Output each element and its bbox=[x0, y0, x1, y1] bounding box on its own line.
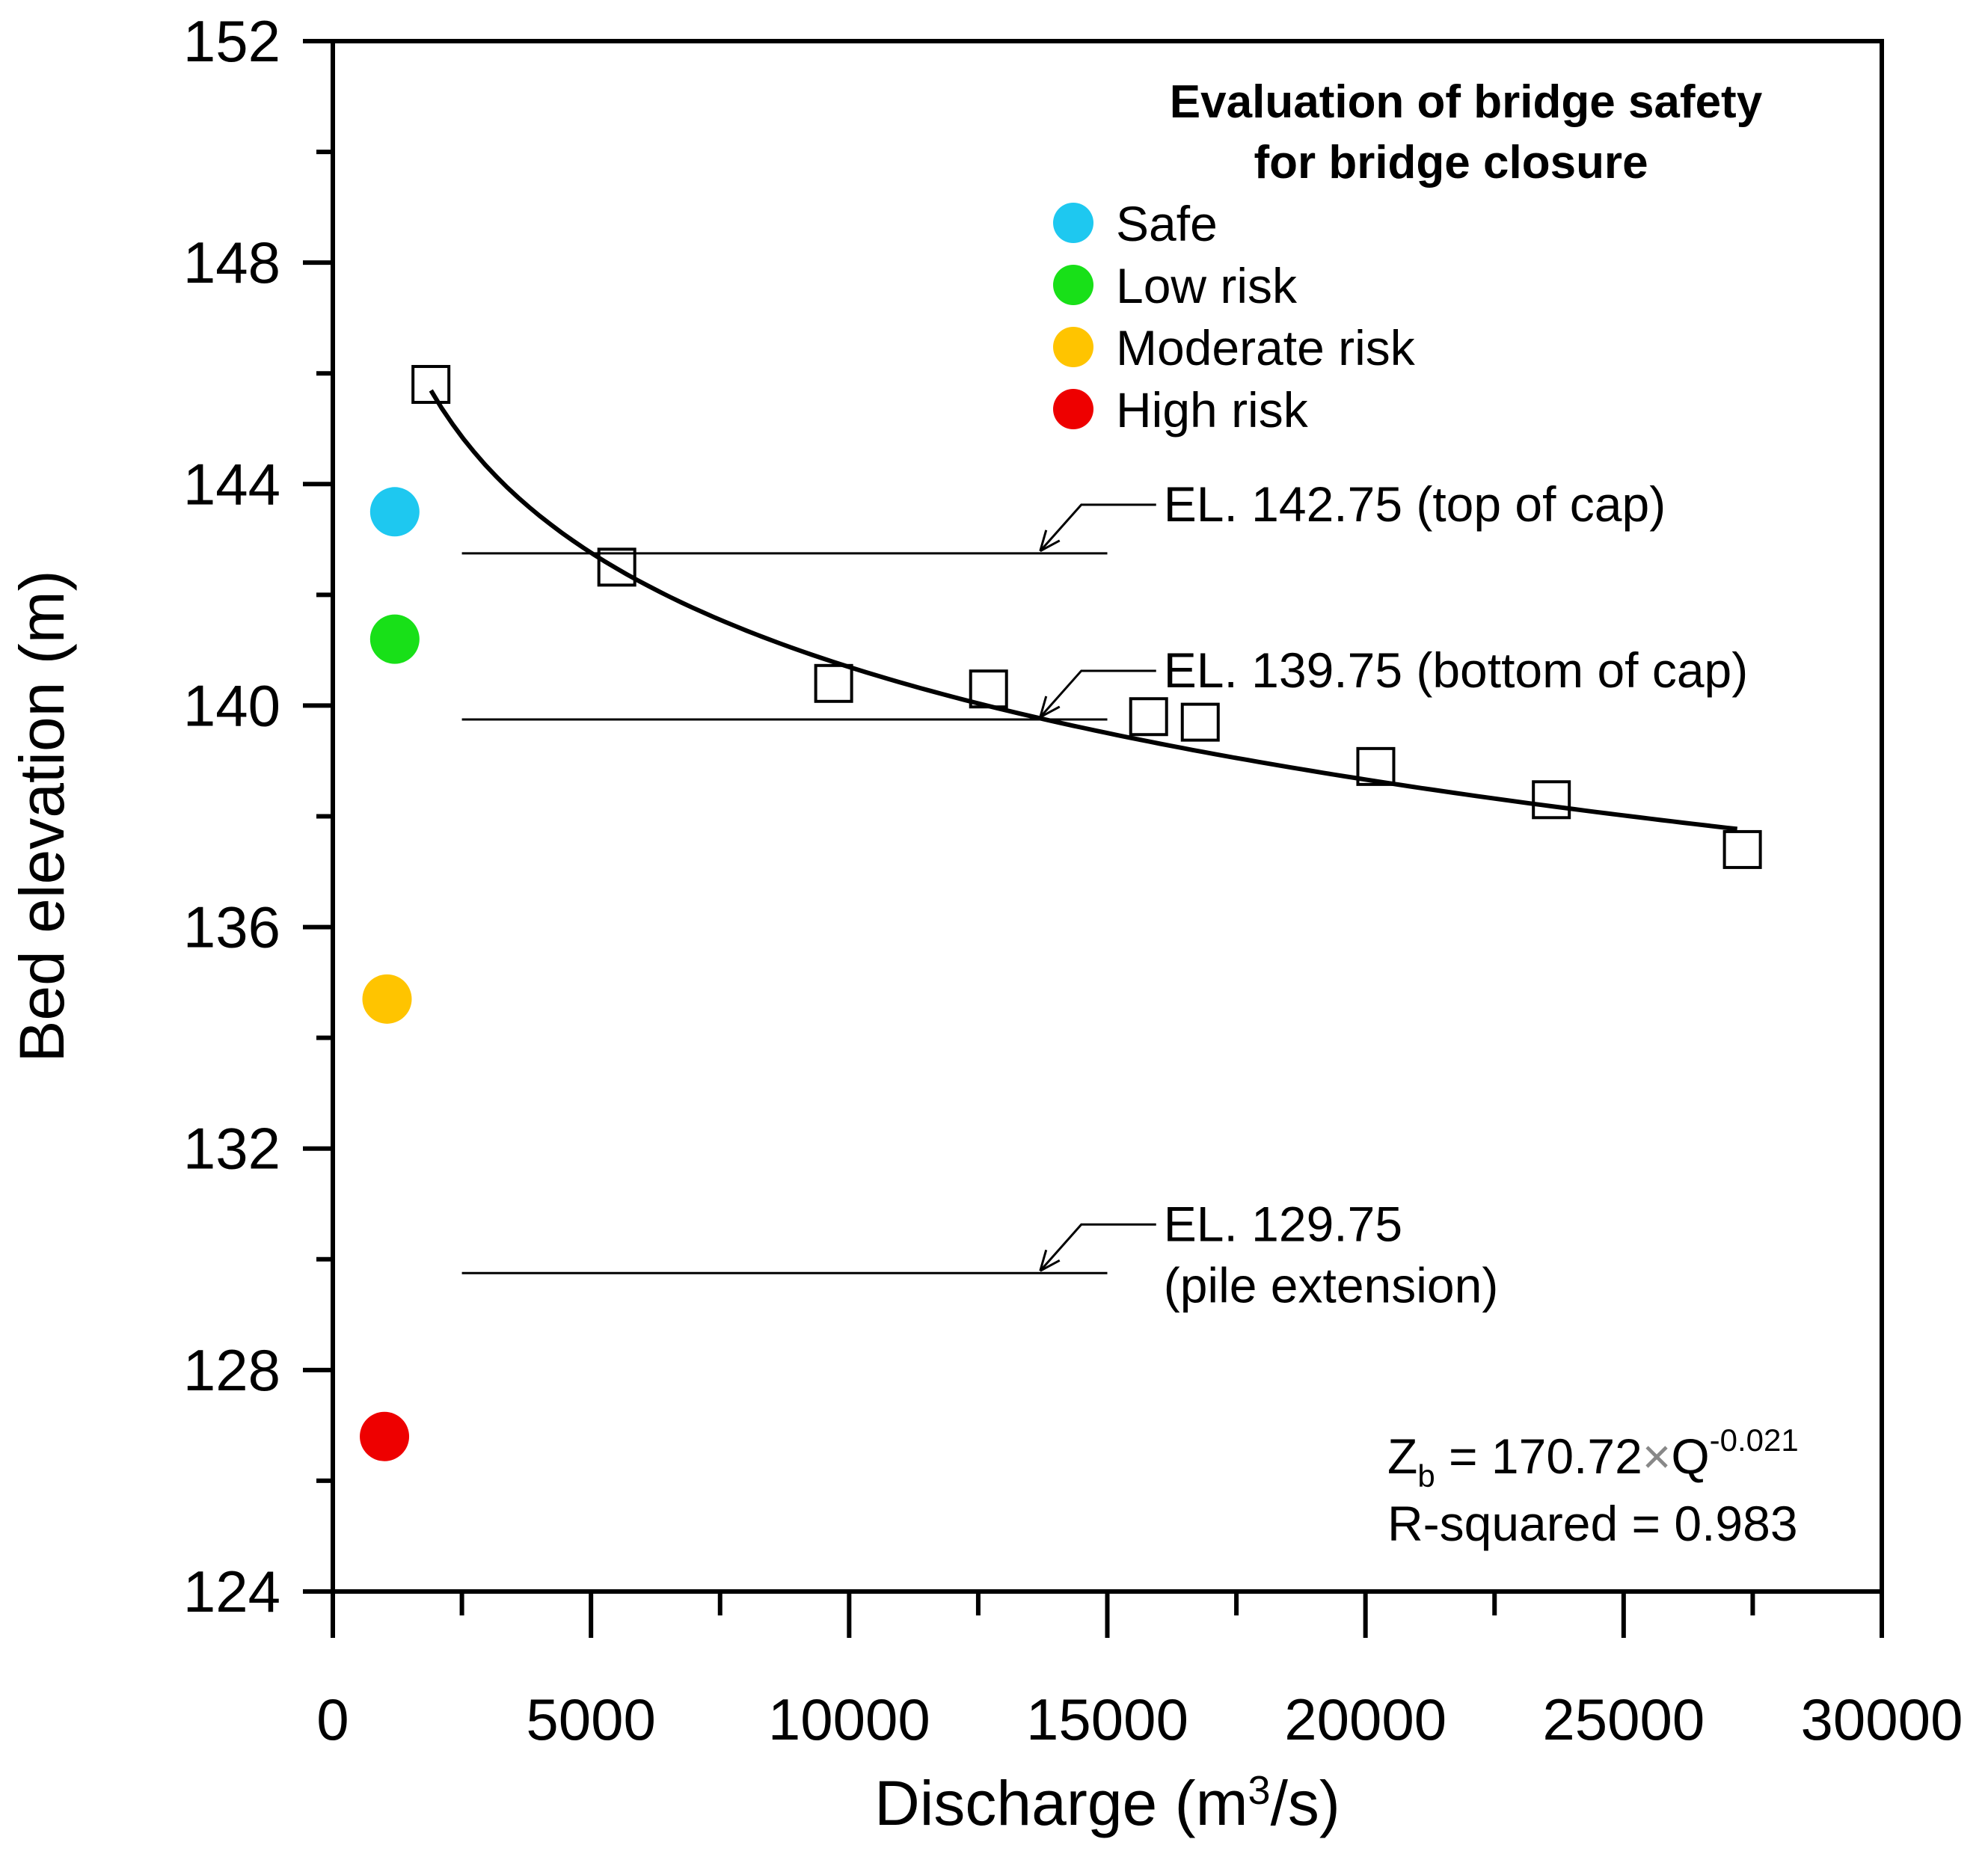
legend-title: Evaluation of bridge safety bbox=[1170, 76, 1763, 128]
data-point bbox=[1180, 702, 1220, 742]
data-point bbox=[597, 547, 636, 587]
x-tick-label: 10000 bbox=[768, 1686, 930, 1752]
data-point bbox=[1722, 829, 1762, 869]
y-tick-label: 148 bbox=[183, 230, 280, 295]
legend-title: for bridge closure bbox=[1254, 137, 1648, 188]
legend-label: High risk bbox=[1116, 382, 1309, 438]
legend-swatch bbox=[1053, 327, 1093, 367]
y-tick-label: 136 bbox=[183, 894, 280, 960]
reference-arrowhead bbox=[1039, 696, 1061, 719]
legend-swatch bbox=[1053, 389, 1093, 429]
reference-leader bbox=[1039, 1223, 1156, 1272]
reference-label: EL. 129.75 bbox=[1164, 1196, 1402, 1251]
legend-label: Moderate risk bbox=[1116, 320, 1416, 375]
x-tick-label: 15000 bbox=[1026, 1686, 1188, 1752]
legend-label: Low risk bbox=[1116, 258, 1298, 313]
data-point bbox=[1129, 697, 1168, 737]
y-tick-label: 140 bbox=[183, 672, 280, 738]
r-squared-label: R-squared = 0.983 bbox=[1387, 1496, 1798, 1551]
data-layer bbox=[360, 365, 1762, 1461]
y-tick-label: 144 bbox=[183, 451, 280, 517]
reference-arrowhead bbox=[1039, 1249, 1061, 1272]
fit-curve bbox=[429, 389, 1738, 832]
risk-marker-low-risk bbox=[369, 614, 420, 664]
legend-swatch bbox=[1053, 265, 1093, 305]
y-tick-label: 132 bbox=[183, 1116, 280, 1182]
legend-swatch bbox=[1053, 203, 1093, 243]
reference-leader bbox=[1039, 669, 1156, 718]
x-axis-title: Discharge (m3/s) bbox=[874, 1768, 1340, 1838]
x-tick-label: 20000 bbox=[1284, 1686, 1446, 1752]
data-point bbox=[969, 669, 1008, 709]
data-point bbox=[1532, 780, 1571, 820]
x-tick-label: 5000 bbox=[526, 1686, 656, 1752]
x-tick-label: 25000 bbox=[1542, 1686, 1705, 1752]
y-tick-label: 124 bbox=[183, 1559, 280, 1624]
legend-label: Safe bbox=[1116, 196, 1218, 251]
risk-marker-safe bbox=[369, 487, 420, 537]
legend: Evaluation of bridge safety for bridge cl… bbox=[1053, 76, 1763, 438]
reference-label: (pile extension) bbox=[1164, 1257, 1499, 1313]
reference-lines-layer: EL. 142.75 (top of cap) EL. 139.75 (botto… bbox=[461, 476, 1748, 1313]
data-point bbox=[814, 663, 853, 703]
reference-label: EL. 142.75 (top of cap) bbox=[1164, 476, 1666, 532]
y-tick-label: 128 bbox=[183, 1337, 280, 1403]
y-tick-label: 152 bbox=[183, 8, 280, 74]
reference-label: EL. 139.75 (bottom of cap) bbox=[1164, 642, 1748, 698]
data-point bbox=[411, 365, 451, 405]
data-point bbox=[1356, 746, 1396, 786]
risk-marker-moderate-risk bbox=[362, 974, 412, 1024]
reference-leader bbox=[1039, 503, 1156, 552]
reference-arrowhead bbox=[1039, 530, 1061, 553]
x-tick-label: 30000 bbox=[1801, 1686, 1963, 1752]
axes-layer: 124 128 132 136 140 144 148 152 0 5000 10000 15000 2… bbox=[7, 8, 1963, 1838]
y-axis-title: Bed elevation (m) bbox=[7, 570, 77, 1062]
fit-equation: Zb = 170.72×Q-0.021 bbox=[1387, 1422, 1799, 1494]
x-tick-label: 0 bbox=[316, 1686, 349, 1752]
risk-marker-high-risk bbox=[360, 1411, 410, 1461]
